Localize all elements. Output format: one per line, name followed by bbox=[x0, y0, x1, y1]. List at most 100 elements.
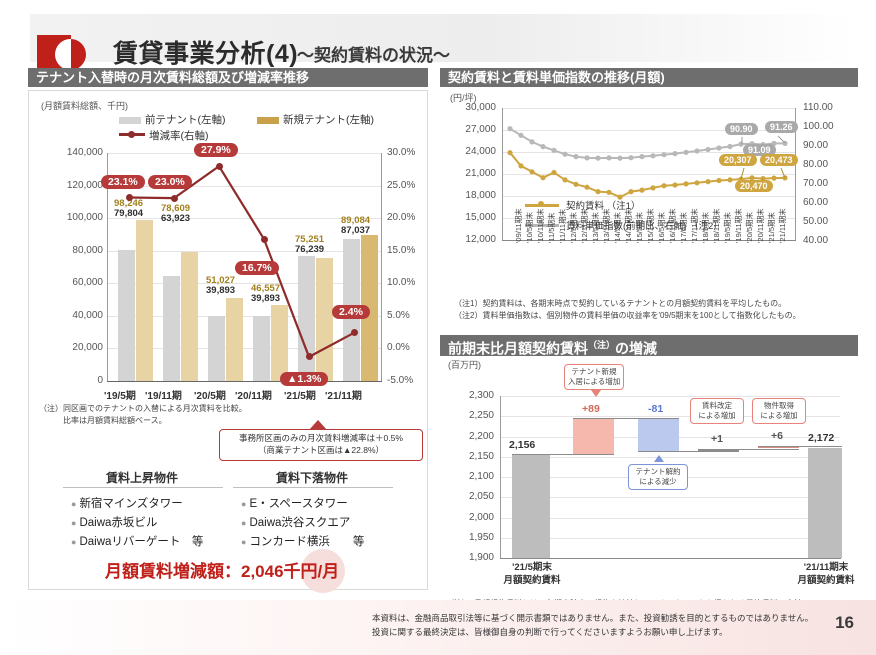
annot-rent-20307: 20,307 bbox=[719, 154, 757, 166]
wf-ytick-1: 2,250 bbox=[468, 410, 494, 422]
lc-xtick-10: '14/11期末 bbox=[624, 208, 633, 243]
bar-label-prev-1: 63,923 bbox=[161, 213, 191, 224]
left-y2tick-1: 25.0% bbox=[387, 179, 416, 191]
left-chart-unit-label: (月額賃料総額、千円) bbox=[41, 101, 128, 111]
lc-legend-marker-index bbox=[538, 221, 544, 227]
wf-ytick-2: 2,200 bbox=[468, 430, 494, 442]
lc-ytick-0: 30,000 bbox=[465, 102, 496, 113]
header-background-bar bbox=[30, 14, 858, 62]
legend-label-change-rate: 増減率(右軸) bbox=[149, 130, 209, 142]
legend-swatch-prev-tenant bbox=[119, 117, 141, 124]
fall-list-item-2: ● コンカード横浜 等 bbox=[241, 536, 365, 548]
lc-ytick-6: 12,000 bbox=[465, 234, 496, 245]
lc-y2tick-3: 80.00 bbox=[803, 159, 829, 170]
annot-rent-20470: 20,470 bbox=[735, 180, 773, 192]
lc-legend-label-rent: 契約賃料 （注1） bbox=[566, 201, 641, 212]
left-chart-note: （注）同区画でのテナントの入替による月次賃料を比較。 比率は月額賃料総額ベース。 bbox=[39, 404, 247, 425]
lc-xtick-1: '10/5期末 bbox=[525, 211, 534, 243]
wf-value-cancellation: -81 bbox=[648, 403, 664, 415]
bar-new-4 bbox=[316, 257, 333, 381]
section-header-contract-rent-index: 契約賃料と賃料単価指数の推移(月額) bbox=[440, 68, 858, 87]
wf-ytick-6: 2,000 bbox=[468, 511, 494, 523]
left-y2tick-3: 15.0% bbox=[387, 244, 416, 256]
lc-ytick-2: 24,000 bbox=[465, 146, 496, 157]
wf-callout-arrow-cancellation bbox=[654, 455, 664, 462]
right-top-panel: (円/坪) 30,000 27,000 24,000 21,000 18,000… bbox=[440, 90, 858, 325]
lc-xtick-18: '18/11期末 bbox=[712, 208, 721, 243]
lc-ytick-3: 21,000 bbox=[465, 168, 496, 179]
wf-callout-rent-revision: 賃料改定 による増加 bbox=[690, 398, 744, 425]
section-header-rent-change: 前期末比月額契約賃料（注）の増減 bbox=[440, 335, 858, 357]
annot-index-91-09: 91.09 bbox=[743, 144, 776, 156]
lc-xtick-16: '17/11期末 bbox=[690, 208, 699, 243]
lc-xtick-8: '13/11期末 bbox=[602, 208, 611, 243]
lc-xtick-20: '19/11期末 bbox=[734, 208, 743, 243]
xcat-4: '21/5期 bbox=[284, 391, 316, 402]
wf-bar-rent-revision bbox=[698, 448, 739, 452]
lc-xtick-3: '11/5期末 bbox=[547, 212, 556, 243]
fall-list-header: 賃料下落物件 bbox=[275, 471, 348, 485]
bar-new-5 bbox=[361, 235, 378, 381]
rate-pill-3: 16.7% bbox=[235, 261, 279, 275]
daiwa-office-logo-icon bbox=[37, 35, 87, 73]
lc-ytick-1: 27,000 bbox=[465, 124, 496, 135]
lc-xtick-5: '12/5期末 bbox=[569, 211, 578, 243]
wf-callout-acquisition: 物件取得 による増加 bbox=[752, 398, 806, 425]
monthly-rent-change-highlight: 月額賃料増減額：2,046千円/月 bbox=[105, 562, 340, 581]
wf-callout-arrow-new-tenant bbox=[591, 390, 601, 397]
bar-new-3 bbox=[271, 304, 288, 381]
lc-xtick-9: '14/5期末 bbox=[613, 211, 622, 243]
wf-value-acquisition: +6 bbox=[771, 430, 783, 442]
lc-xtick-13: '16/5期末 bbox=[657, 211, 666, 243]
lc-xtick-21: '20/5期末 bbox=[745, 211, 754, 243]
section-header-tenant-replacement: テナント入替時の月次賃料総額及び増減率推移 bbox=[28, 68, 428, 87]
xcat-3: '20/11期 bbox=[235, 391, 272, 402]
annot-index-90-90: 90.90 bbox=[725, 123, 758, 135]
wf-value-new-tenant: +89 bbox=[582, 403, 600, 415]
callout-arrow bbox=[309, 420, 327, 430]
wf-ytick-0: 2,300 bbox=[468, 390, 494, 401]
xcat-1: '19/11期 bbox=[145, 391, 182, 402]
bar-new-0 bbox=[136, 220, 153, 381]
lc-xtick-22: '20/11期末 bbox=[756, 208, 765, 243]
line-marker-0 bbox=[125, 194, 133, 201]
lc-xtick-14: '16/11期末 bbox=[668, 208, 677, 243]
wf-ytick-5: 2,050 bbox=[468, 491, 494, 503]
xcat-0: '19/5期 bbox=[104, 391, 136, 402]
section-rent-change-pre: 前期末比月額契約賃料 bbox=[448, 340, 588, 357]
wf-bar-start bbox=[512, 454, 550, 558]
left-y2tick-7: -5.0% bbox=[387, 375, 414, 386]
lc-y2tick-7: 40.00 bbox=[803, 235, 829, 246]
line-marker-5 bbox=[350, 329, 358, 337]
left-y2tick-2: 20.0% bbox=[387, 212, 416, 224]
lc-xtick-11: '15/5期末 bbox=[635, 211, 644, 243]
lc-ytick-4: 18,000 bbox=[465, 190, 496, 201]
line-chart-notes: （注1）契約賃料は、各期末時点で契約しているテナントとの月額契約賃料を平均したも… bbox=[454, 299, 801, 320]
left-y2tick-5: 5.0% bbox=[387, 309, 410, 321]
legend-swatch-new-tenant bbox=[257, 117, 279, 124]
bar-label-prev-5: 87,037 bbox=[341, 225, 371, 236]
annot-rent-20473: 20,473 bbox=[760, 154, 798, 166]
rate-pill-0: 23.1% bbox=[101, 175, 145, 189]
lc-xtick-23: '21/5期末 bbox=[767, 211, 776, 243]
wf-ytick-7: 1,950 bbox=[468, 531, 494, 543]
legend-label-prev-tenant: 前テナント(左軸) bbox=[145, 114, 226, 126]
line-marker-2 bbox=[215, 162, 223, 170]
legend-label-new-tenant: 新規テナント(左軸) bbox=[283, 114, 374, 126]
lc-y2tick-0: 110.00 bbox=[803, 102, 833, 113]
lc-xtick-24: '21/11期末 bbox=[778, 208, 787, 243]
lc-xtick-2: '10/11期末 bbox=[536, 208, 545, 243]
left-chart-callout: 事務所区画のみの月次賃料増減率は＋0.5% （商業テナント区画は▲22.8%） bbox=[219, 429, 423, 461]
wf-callout-cancellation: テナント解約 による減少 bbox=[628, 464, 688, 491]
lc-xtick-4: '11/11期末 bbox=[558, 208, 567, 243]
waterfall-unit-label: (百万円) bbox=[448, 360, 481, 370]
rise-list-item-0: ● 新宿マインズタワー bbox=[71, 498, 183, 510]
bar-label-prev-4: 76,239 bbox=[295, 244, 325, 255]
left-ytick-0: 140,000 bbox=[66, 147, 103, 158]
lc-ytick-5: 15,000 bbox=[465, 212, 496, 223]
wf-value-start: 2,156 bbox=[509, 439, 536, 451]
lc-xtick-0: '09/11期末 bbox=[514, 208, 523, 243]
lc-y2tick-1: 100.00 bbox=[803, 121, 834, 132]
lc-xtick-6: '12/11期末 bbox=[580, 208, 589, 243]
